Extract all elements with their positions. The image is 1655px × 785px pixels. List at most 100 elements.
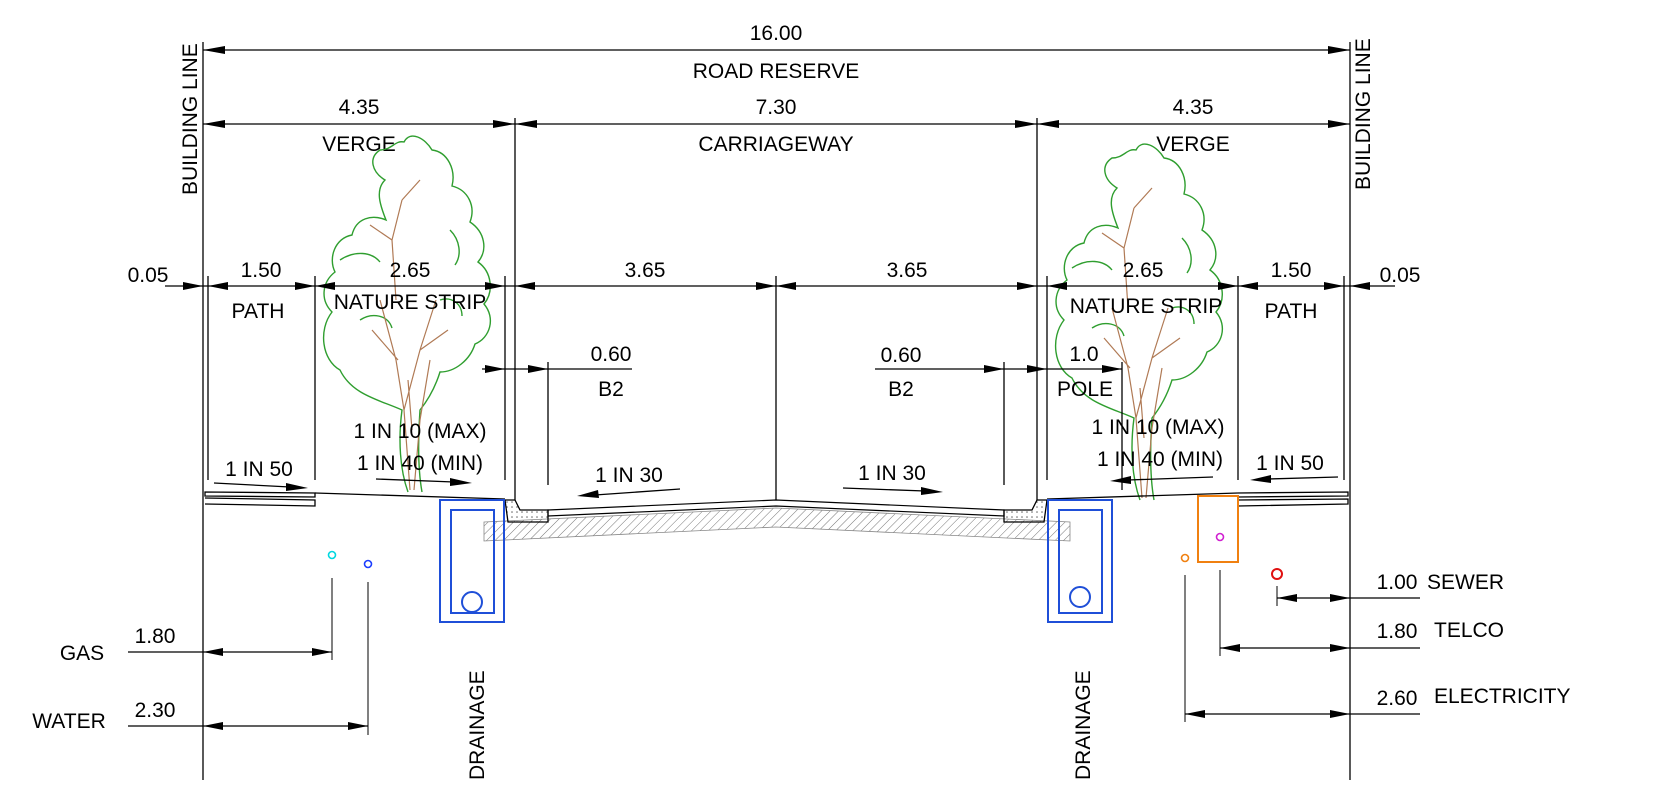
- sewer-offset: 1.00: [1377, 571, 1418, 594]
- arrowhead: [348, 722, 368, 730]
- arrowhead: [1250, 475, 1271, 483]
- arrowhead: [1330, 594, 1350, 602]
- road-reserve-width: 16.00: [750, 22, 803, 45]
- left-offset-width: 0.05: [128, 264, 169, 287]
- electricity-offset: 2.60: [1377, 687, 1418, 710]
- road-reserve-label: ROAD RESERVE: [693, 60, 860, 83]
- left-lane-width: 3.65: [625, 259, 666, 282]
- left-path-grade: 1 IN 50: [225, 458, 293, 481]
- right-nature-grade-min: 1 IN 40 (MIN): [1097, 448, 1223, 471]
- arrowhead: [1328, 120, 1350, 128]
- left-drainage-pit: [439, 499, 505, 623]
- gas-label: GAS: [60, 642, 104, 665]
- right-path-width: 1.50: [1271, 259, 1312, 282]
- carriageway-width: 7.30: [756, 96, 797, 119]
- arrowhead: [1328, 46, 1350, 54]
- pole-label: POLE: [1057, 378, 1113, 401]
- sewer-main-icon: [1271, 568, 1283, 580]
- arrowhead: [1350, 282, 1370, 290]
- left-tree-icon: [322, 135, 492, 493]
- arrowhead: [515, 282, 535, 290]
- right-path-label: PATH: [1265, 300, 1318, 323]
- arrowhead: [1015, 120, 1037, 128]
- water-label: WATER: [32, 710, 106, 733]
- left-path-width: 1.50: [241, 259, 282, 282]
- right-lane-width: 3.65: [887, 259, 928, 282]
- arrowhead: [776, 282, 796, 290]
- left-nature-grade-min: 1 IN 40 (MIN): [357, 452, 483, 475]
- water-offset: 2.30: [135, 699, 176, 722]
- arrowhead: [1330, 644, 1350, 652]
- arrowhead: [1047, 282, 1067, 290]
- pavement-base-course: [483, 507, 1071, 542]
- arrowhead: [485, 282, 505, 290]
- arrowhead: [493, 120, 515, 128]
- electricity-cable-icon: [1180, 553, 1190, 563]
- right-offset-width: 0.05: [1380, 264, 1421, 287]
- arrowhead: [208, 282, 228, 290]
- left-nature-strip-surface: [314, 492, 506, 500]
- left-nature-grade-arrow: [375, 478, 455, 483]
- arrowhead: [1218, 282, 1238, 290]
- right-nature-grade-max: 1 IN 10 (MAX): [1091, 416, 1224, 439]
- arrowhead: [183, 282, 203, 290]
- telco-label: TELCO: [1434, 619, 1504, 642]
- arrowhead: [1102, 365, 1122, 373]
- arrowhead: [984, 365, 1004, 373]
- left-nature-grade-max: 1 IN 10 (MAX): [353, 420, 486, 443]
- left-path-label: PATH: [232, 300, 285, 323]
- arrowhead: [1185, 710, 1205, 718]
- left-drainage-label: DRAINAGE: [466, 670, 489, 780]
- right-path-grade: 1 IN 50: [1256, 452, 1324, 475]
- telco-pit: [1197, 495, 1239, 563]
- carriageway-label: CARRIAGEWAY: [698, 133, 853, 156]
- left-verge-label: VERGE: [322, 133, 396, 156]
- left-kerb: [504, 499, 549, 523]
- telco-conduit-icon: [1215, 532, 1225, 542]
- arrowhead: [450, 478, 472, 486]
- water-main-icon: [363, 559, 373, 569]
- pole-offset: 1.0: [1069, 343, 1098, 366]
- arrowhead: [756, 282, 776, 290]
- arrowhead: [528, 365, 548, 373]
- right-nature-grade-arrow: [1127, 476, 1214, 481]
- sewer-label: SEWER: [1427, 571, 1504, 594]
- arrowhead: [1017, 282, 1037, 290]
- right-verge-width: 4.35: [1173, 96, 1214, 119]
- arrowhead: [1277, 594, 1297, 602]
- right-kerb-width: 0.60: [881, 344, 922, 367]
- left-carriageway-grade: 1 IN 30: [595, 464, 663, 487]
- arrowhead: [315, 282, 335, 290]
- right-nature-strip-surface: [1046, 492, 1239, 500]
- gas-main-icon: [327, 550, 337, 560]
- arrowhead: [203, 648, 223, 656]
- arrowhead: [1220, 644, 1240, 652]
- arrowhead: [295, 282, 315, 290]
- right-path-surface: [1237, 491, 1349, 507]
- right-carriageway-grade-arrow: [842, 487, 926, 492]
- left-carriageway-grade-arrow: [594, 488, 681, 496]
- arrowhead: [1324, 282, 1344, 290]
- arrowhead: [203, 120, 225, 128]
- left-nature-strip-label: NATURE STRIP: [334, 291, 486, 314]
- gas-offset: 1.80: [135, 625, 176, 648]
- left-building-line-label: BUILDING LINE: [179, 43, 202, 195]
- arrowhead: [921, 487, 943, 495]
- right-drainage-pit: [1047, 499, 1113, 623]
- left-nature-strip-width: 2.65: [390, 259, 431, 282]
- right-drainage-label: DRAINAGE: [1072, 670, 1095, 780]
- right-building-line-label: BUILDING LINE: [1352, 38, 1375, 190]
- left-path-surface: [204, 491, 316, 507]
- arrowhead: [1110, 476, 1131, 484]
- arrowhead: [1238, 282, 1258, 290]
- arrowhead: [1027, 365, 1047, 373]
- left-verge-width: 4.35: [339, 96, 380, 119]
- right-carriageway-grade: 1 IN 30: [858, 462, 926, 485]
- right-tree-icon: [1054, 143, 1224, 501]
- arrowhead: [286, 483, 308, 491]
- left-path-grade-arrow: [213, 482, 291, 488]
- arrowhead: [203, 46, 225, 54]
- left-kerb-type: B2: [598, 378, 624, 401]
